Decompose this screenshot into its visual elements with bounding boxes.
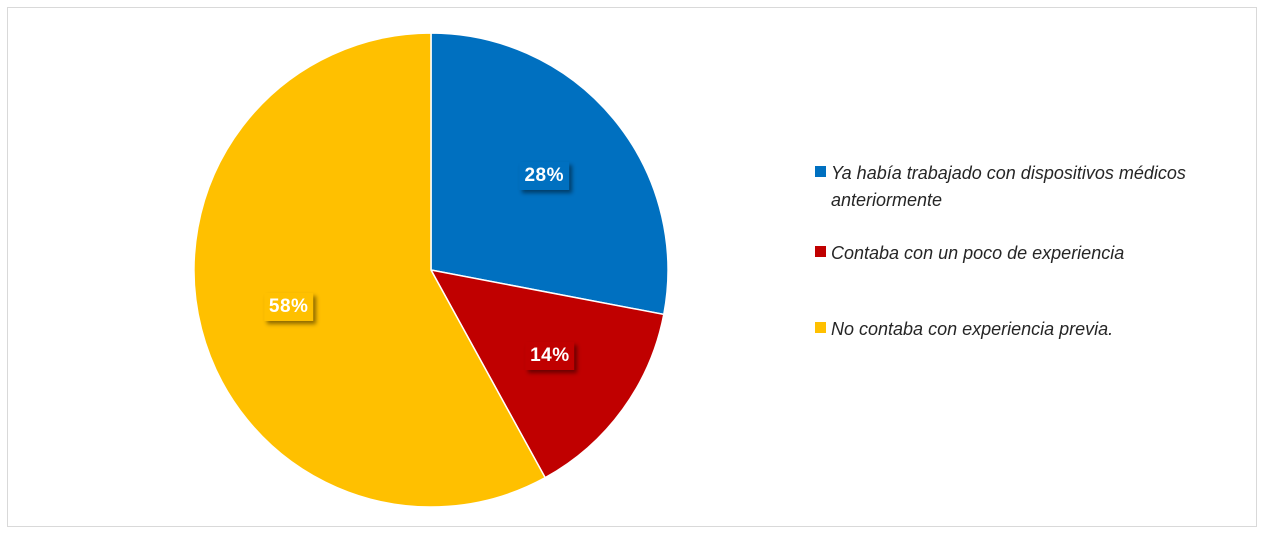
legend-label-2: No contaba con experiencia previa. [831,319,1114,339]
pie-slice-1 [429,268,665,479]
data-label-2: 58% [263,292,314,321]
legend-swatch-0 [815,166,826,177]
data-label-0: 28% [519,162,569,191]
legend-label-0: Ya había trabajado con dispositivos médi… [831,163,1186,210]
legend-item-0: Ya había trabajado con dispositivos médi… [815,160,1221,214]
legend-item-2: No contaba con experiencia previa. [815,316,1221,343]
legend-swatch-2 [815,322,826,333]
pie-slice-2 [193,32,547,508]
data-label-1: 14% [525,342,575,371]
legend-swatch-1 [815,246,826,257]
legend-item-1: Contaba con un poco de experiencia [815,240,1221,267]
legend-label-1: Contaba con un poco de experiencia [831,243,1125,263]
